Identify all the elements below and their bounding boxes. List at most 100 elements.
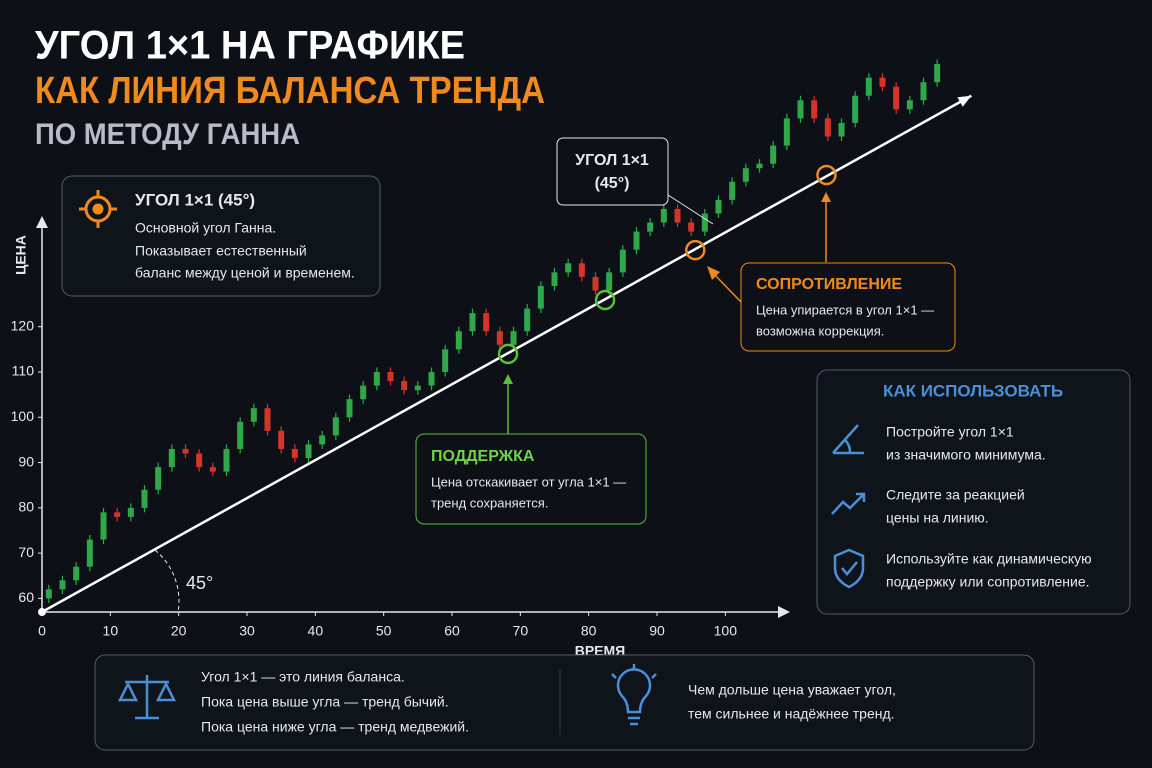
candle-body — [811, 100, 818, 119]
candle-body — [551, 272, 558, 286]
candle-body — [647, 222, 654, 232]
angle-arc — [154, 549, 180, 613]
candle-body — [715, 199, 722, 214]
support-title: ПОДДЕРЖКА — [431, 448, 535, 465]
candle-body — [483, 313, 490, 332]
touch-point — [594, 289, 616, 311]
candle-body — [934, 64, 941, 83]
footer-line: Пока цена ниже угла — тренд медвежий. — [201, 719, 469, 735]
how-to-item: Следите за реакцией — [886, 487, 1025, 503]
candle-body — [332, 417, 339, 436]
trend-arrowhead — [957, 95, 972, 107]
candle-body — [100, 512, 107, 540]
callout-pointer — [667, 194, 714, 225]
x-tick-label: 100 — [714, 623, 738, 639]
info-line: Основной угол Ганна. — [135, 220, 276, 236]
candle-body — [401, 381, 408, 391]
candle-body — [906, 100, 913, 110]
candle-body — [86, 539, 93, 567]
x-tick-label: 50 — [376, 623, 392, 639]
candle-body — [414, 385, 421, 391]
shield-icon — [833, 548, 865, 589]
info-card — [61, 175, 381, 297]
trend-icon — [831, 492, 866, 515]
x-tick-label: 20 — [171, 623, 187, 639]
footer-line: тем сильнее и надёжнее тренд. — [688, 706, 895, 722]
subtitle2: ПО МЕТОДУ ГАННА — [35, 118, 300, 151]
candle-body — [59, 580, 66, 590]
support-line: Цена отскакивает от угла 1×1 — — [431, 474, 626, 489]
callout-line: УГОЛ 1×1 — [575, 152, 649, 169]
candle-body — [688, 222, 695, 232]
candle-body — [196, 453, 203, 468]
candle-body — [537, 285, 544, 309]
chart: ЦЕНА ВРЕМЯ 45° 0 10 20 30 40 50 60 70 80 90 100607… — [11, 59, 972, 659]
x-axis-arrow — [778, 606, 790, 618]
touch-point — [685, 239, 706, 261]
candle-body — [565, 263, 572, 273]
info-line: Показывает естественный — [135, 243, 307, 259]
callout-line: (45°) — [595, 175, 630, 192]
candle-body — [428, 371, 435, 386]
candle-body — [865, 77, 872, 96]
resistance-box — [740, 262, 956, 352]
candle-body — [346, 399, 353, 418]
info-title: УГОЛ 1×1 (45°) — [135, 190, 255, 209]
touch-point — [816, 164, 837, 186]
candle-body — [879, 77, 886, 87]
trend-line — [41, 94, 972, 614]
x-tick-label: 0 — [38, 623, 46, 639]
how-to-box — [816, 369, 1131, 615]
x-tick-label: 60 — [444, 623, 460, 639]
candle-body — [852, 95, 859, 123]
support-arrowhead — [503, 374, 513, 384]
candle-body — [592, 276, 599, 291]
candle-body — [455, 331, 462, 350]
x-tick-label: 10 — [103, 623, 119, 639]
candle-body — [360, 385, 367, 400]
y-tick-label: 60 — [18, 589, 34, 605]
footer-box — [94, 654, 1035, 751]
how-to-item: из значимого минимума. — [886, 447, 1046, 463]
title: УГОЛ 1×1 НА ГРАФИКЕ — [35, 24, 465, 68]
candle-body — [182, 448, 189, 454]
x-tick-label: 90 — [649, 623, 665, 639]
candle-body — [893, 86, 900, 110]
how-to-item: цены на линию. — [886, 510, 989, 526]
candle-body — [838, 122, 845, 137]
candle-body — [264, 408, 271, 431]
candle-body — [114, 512, 121, 517]
resistance-line: возможна коррекция. — [756, 323, 884, 338]
candle-body — [155, 467, 162, 490]
angle-label: 45° — [186, 573, 213, 593]
candle-body — [278, 430, 285, 449]
origin-dot — [38, 608, 46, 616]
candle-body — [291, 448, 298, 459]
candle-body — [305, 444, 312, 459]
how-to-item: поддержку или сопротивление. — [886, 574, 1090, 590]
candle-body — [674, 208, 681, 223]
x-tick-label: 70 — [513, 623, 529, 639]
x-tick-label: 40 — [308, 623, 324, 639]
candle-body — [578, 263, 585, 277]
candle-body — [45, 589, 52, 599]
candle-body — [319, 435, 326, 445]
candle-body — [168, 448, 175, 468]
touch-point — [497, 343, 519, 365]
candle-body — [496, 331, 503, 345]
candle-body — [729, 181, 736, 200]
candle-body — [223, 448, 230, 472]
y-axis-label: ЦЕНА — [13, 235, 29, 275]
y-tick-label: 110 — [12, 363, 35, 379]
candle-body — [920, 82, 927, 101]
how-to-item: Постройте угол 1×1 — [886, 424, 1014, 440]
target-icon — [79, 190, 117, 228]
candle-body — [524, 308, 531, 332]
candle-body — [606, 272, 613, 291]
candle-body — [770, 145, 777, 164]
support-line: тренд сохраняется. — [431, 495, 548, 510]
candle-body — [824, 118, 831, 137]
candle-body — [756, 163, 763, 169]
footer-line: Угол 1×1 — это линия баланса. — [201, 669, 405, 685]
